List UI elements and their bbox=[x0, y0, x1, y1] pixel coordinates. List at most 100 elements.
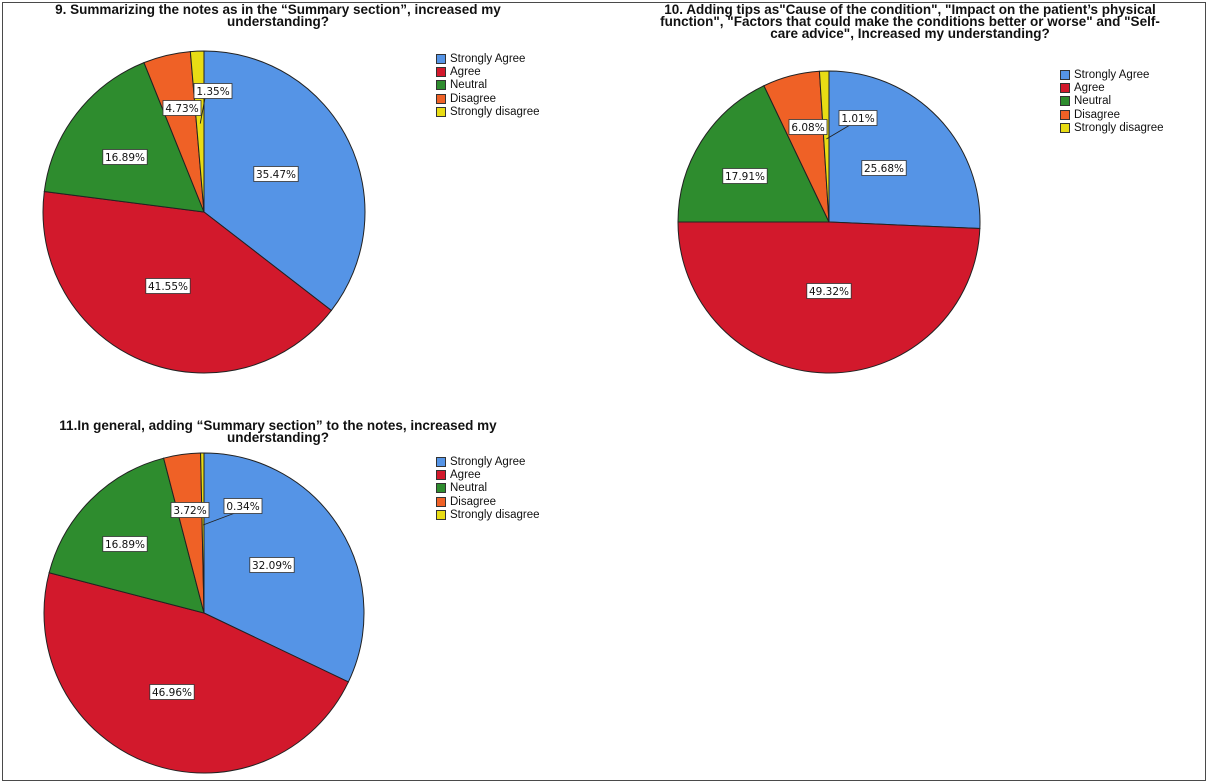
legend-label: Agree bbox=[450, 468, 481, 481]
data-label-text: 16.89% bbox=[105, 152, 145, 164]
data-label: 32.09% bbox=[249, 557, 295, 573]
legend-swatch bbox=[436, 53, 446, 64]
data-label-box bbox=[145, 278, 191, 294]
legend-label: Strongly disagree bbox=[450, 105, 540, 118]
chart-title-line: understanding? bbox=[227, 430, 329, 445]
legend-label: Neutral bbox=[450, 79, 488, 92]
chart-title-line: understanding? bbox=[227, 14, 329, 29]
data-label-box bbox=[788, 119, 828, 135]
legend-swatch bbox=[1060, 82, 1070, 93]
data-label: 17.91% bbox=[722, 168, 768, 184]
data-label-text: 35.47% bbox=[256, 169, 296, 181]
data-label: 16.89% bbox=[102, 536, 148, 552]
legend-swatch bbox=[436, 496, 446, 507]
chart-3-title: 11.In general, adding “Summary section” … bbox=[8, 419, 548, 445]
legend-label: Strongly Agree bbox=[1074, 68, 1150, 81]
legend-swatch bbox=[436, 66, 446, 77]
data-label-box bbox=[102, 149, 148, 165]
legend-label: Strongly disagree bbox=[1074, 121, 1164, 134]
data-label: 6.08% bbox=[788, 119, 828, 135]
chart-title-line: function", "Factors that could make the … bbox=[660, 14, 1160, 29]
chart-1-title: 9. Summarizing the notes as in the “Summ… bbox=[8, 2, 548, 29]
legend-item: Agree bbox=[436, 65, 540, 78]
legend-swatch bbox=[436, 456, 446, 467]
pie-slice-agree bbox=[43, 572, 350, 774]
legend-item: Strongly disagree bbox=[436, 105, 540, 118]
legend-swatch bbox=[1060, 109, 1070, 120]
data-label-box bbox=[223, 498, 263, 514]
legend-item: Strongly disagree bbox=[436, 508, 540, 521]
legend-label: Disagree bbox=[450, 92, 497, 105]
data-label-box bbox=[102, 536, 148, 552]
pie-slice-strongly-disagree bbox=[200, 452, 205, 614]
data-label-text: 49.32% bbox=[809, 286, 849, 298]
chart-title-line: 9. Summarizing the notes as in the “Summ… bbox=[55, 2, 501, 17]
legend-item: Neutral bbox=[436, 79, 540, 92]
data-label-text: 6.08% bbox=[791, 122, 824, 134]
data-label-box bbox=[162, 100, 202, 116]
data-label-box bbox=[722, 168, 768, 184]
data-label-box bbox=[806, 283, 852, 299]
label-leader-line bbox=[826, 124, 851, 140]
legend-swatch bbox=[436, 93, 446, 104]
legend-swatch bbox=[436, 106, 446, 117]
legend-label: Agree bbox=[450, 65, 481, 78]
data-label: 35.47% bbox=[253, 166, 299, 182]
data-label-box bbox=[838, 110, 878, 126]
legend-item: Neutral bbox=[436, 482, 540, 495]
legend-item: Disagree bbox=[436, 495, 540, 508]
chart-2-title: 10. Adding tips as"Cause of the conditio… bbox=[616, 2, 1204, 41]
data-label-box bbox=[253, 166, 299, 182]
chart-2-legend: Strongly Agree Agree Neutral Disagree Strong… bbox=[1060, 68, 1164, 134]
legend-swatch bbox=[1060, 69, 1070, 80]
legend-item: Disagree bbox=[436, 92, 540, 105]
legend-swatch bbox=[436, 80, 446, 91]
legend-item: Agree bbox=[1060, 81, 1164, 94]
data-label-box bbox=[170, 502, 210, 518]
pie-slice-neutral bbox=[43, 61, 205, 213]
legend-item: Agree bbox=[436, 468, 540, 481]
data-label: 3.72% bbox=[170, 502, 210, 518]
data-label-text: 25.68% bbox=[864, 163, 904, 175]
data-label-box bbox=[249, 557, 295, 573]
legend-swatch bbox=[436, 509, 446, 520]
legend-swatch bbox=[1060, 96, 1070, 107]
data-label-text: 4.73% bbox=[165, 103, 198, 115]
legend-item: Strongly Agree bbox=[436, 52, 540, 65]
legend-item: Strongly disagree bbox=[1060, 121, 1164, 134]
legend-label: Strongly Agree bbox=[450, 52, 526, 65]
data-label: 25.68% bbox=[861, 160, 907, 176]
legend-item: Disagree bbox=[1060, 108, 1164, 121]
data-label: 16.89% bbox=[102, 149, 148, 165]
data-label-text: 17.91% bbox=[725, 171, 765, 183]
legend-item: Strongly Agree bbox=[1060, 68, 1164, 81]
legend-label: Strongly Agree bbox=[450, 455, 526, 468]
data-label-text: 1.35% bbox=[196, 86, 229, 98]
data-label-box bbox=[149, 684, 195, 700]
legend-swatch bbox=[436, 469, 446, 480]
chart-title-line: 10. Adding tips as"Cause of the conditio… bbox=[664, 2, 1156, 17]
legend-label: Neutral bbox=[450, 482, 488, 495]
legend-label: Agree bbox=[1074, 81, 1105, 94]
data-label: 1.35% bbox=[193, 83, 233, 99]
data-label: 4.73% bbox=[162, 100, 202, 116]
data-label: 0.34% bbox=[223, 498, 263, 514]
data-label: 1.01% bbox=[838, 110, 878, 126]
chart-title-line: care advice", Increased my understanding… bbox=[770, 26, 1050, 41]
pie-slice-strongly-disagree bbox=[818, 70, 830, 223]
label-leader-line bbox=[202, 512, 236, 526]
data-label-text: 41.55% bbox=[148, 281, 188, 293]
legend-swatch bbox=[436, 483, 446, 494]
data-label: 41.55% bbox=[145, 278, 191, 294]
data-label-box bbox=[861, 160, 907, 176]
data-label-box bbox=[193, 83, 233, 99]
data-label-text: 16.89% bbox=[105, 539, 145, 551]
data-label-text: 0.34% bbox=[226, 501, 259, 513]
pie-slice-neutral bbox=[48, 457, 205, 614]
legend-swatch bbox=[1060, 122, 1070, 133]
legend-label: Disagree bbox=[1074, 108, 1121, 121]
legend-label: Disagree bbox=[450, 495, 497, 508]
